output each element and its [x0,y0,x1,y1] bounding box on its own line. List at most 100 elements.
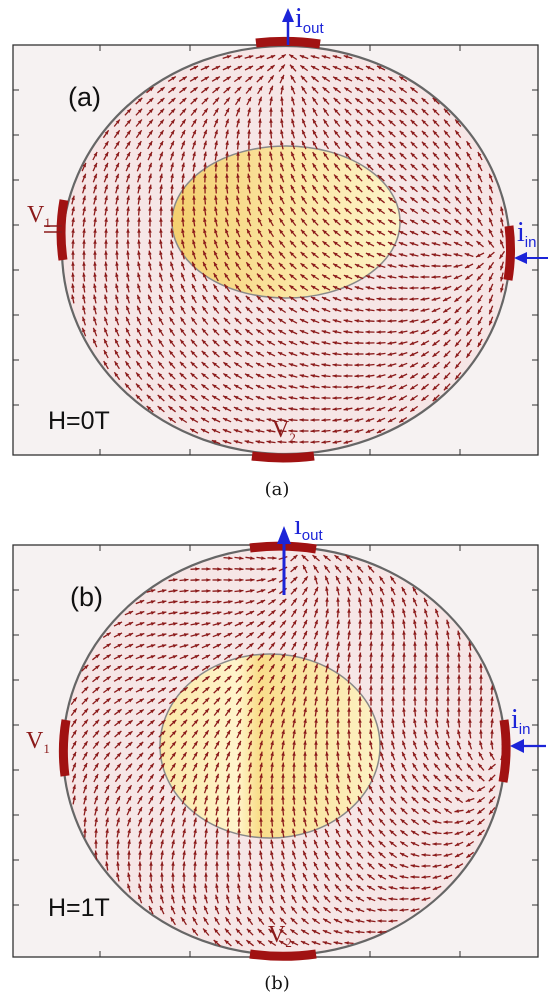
vector-arrowhead [149,785,154,790]
vector-arrowhead [467,763,472,768]
vector-arrowhead [369,696,373,701]
vector-arrowhead [137,261,141,266]
vector-arrowhead [248,664,254,669]
vector-arrowhead [377,141,382,147]
vector-arrowhead [391,762,395,768]
vector-arrowhead [336,652,340,657]
vector-arrowhead [225,108,230,113]
vector-arrowhead [369,597,373,603]
vector-arrowhead [93,228,97,233]
vector-arrowhead [236,928,241,933]
vector-arrowhead [149,883,153,889]
vector-arrowhead [465,241,470,246]
vector-arrowhead [376,363,381,367]
vector-arrowhead [314,575,318,581]
vector-arrowhead [158,339,163,344]
vector-arrowhead [159,261,163,267]
vector-arrowhead [433,786,438,791]
vector-arrowhead [202,273,207,278]
vector-arrowhead [354,374,359,378]
vector-arrowhead [366,163,371,169]
vector-arrowhead [104,305,108,311]
vector-arrowhead [387,275,392,279]
vector-arrowhead [193,806,197,812]
vector-arrowhead [216,654,221,659]
vector-arrowhead [71,217,75,222]
vector-arrowhead [168,372,174,377]
vector-arrowhead [192,217,196,222]
vector-arrowhead [281,762,285,767]
vector-arrowhead [357,807,362,812]
vector-arrowhead [249,621,254,626]
vector-arrowhead [369,762,373,768]
vector-arrowhead [257,240,262,245]
vector-arrowhead [302,884,307,889]
vector-arrowhead [336,806,340,812]
vector-arrowhead [82,173,86,179]
vector-arrowhead [137,141,142,146]
vector-arrowhead [169,339,174,344]
vector-arrowhead [170,173,174,178]
vector-arrowhead [257,229,262,234]
vector-arrowhead [279,917,285,922]
vector-arrowhead [333,97,338,103]
vector-arrowhead [343,363,348,367]
vector-arrowhead [193,850,197,855]
vector-arrowhead [344,174,350,179]
vector-arrowhead [291,140,295,146]
vector-arrowhead [227,675,232,681]
vector-arrowhead [259,751,263,757]
vector-arrowhead [127,850,131,855]
vector-arrowhead [325,784,329,790]
vector-arrowhead [270,861,274,867]
vector-arrowhead [500,276,504,282]
vector-arrowhead [183,655,189,659]
vector-arrowhead [193,763,198,768]
vector-arrowhead [128,720,133,725]
vector-arrowhead [367,885,372,890]
vector-arrowhead [347,663,351,668]
vector-arrowhead [245,373,250,378]
vector-arrowhead [413,685,417,690]
vector-arrowhead [334,152,339,157]
vector-arrowhead [280,184,284,190]
vector-arrowhead [194,687,199,692]
vector-arrowhead [388,87,393,92]
vector-arrowhead [302,107,306,113]
vector-arrowhead [356,873,361,879]
vector-arrowhead [184,600,189,604]
vector-arrowhead [410,219,415,224]
vector-arrowhead [332,396,337,400]
vector-arrowhead [259,784,263,789]
vector-arrowhead [389,818,394,823]
vector-arrowhead [234,373,239,378]
vector-arrowhead [270,806,274,811]
vector-arrowhead [181,917,186,922]
vector-arrowhead [203,250,207,256]
vector-arrowhead [170,217,174,222]
vector-arrowhead [366,897,372,901]
vector-arrowhead [106,665,111,670]
vector-arrowhead [213,306,218,311]
vector-arrowhead [203,217,207,222]
vector-arrowhead [246,940,251,945]
vector-arrowhead [446,619,450,625]
vector-arrowhead [409,264,414,268]
vector-arrowhead [457,674,461,679]
vector-arrowhead [158,317,163,322]
vector-arrowhead [377,98,382,103]
vector-arrowhead [236,184,240,189]
vector-arrowhead [378,840,383,846]
vector-arrowhead [310,341,316,345]
vector-arrowhead [367,862,372,868]
vector-arrowhead [412,774,417,779]
vector-arrowhead [466,342,471,347]
vector-arrowhead [377,886,383,890]
vector-arrowhead [237,773,241,779]
vector-arrowhead [332,286,338,290]
vector-arrowhead [479,718,483,723]
vector-arrowhead [226,55,232,59]
vector-arrowhead [413,608,417,614]
vector-arrowhead [322,218,327,224]
vector-arrowhead [171,806,175,812]
